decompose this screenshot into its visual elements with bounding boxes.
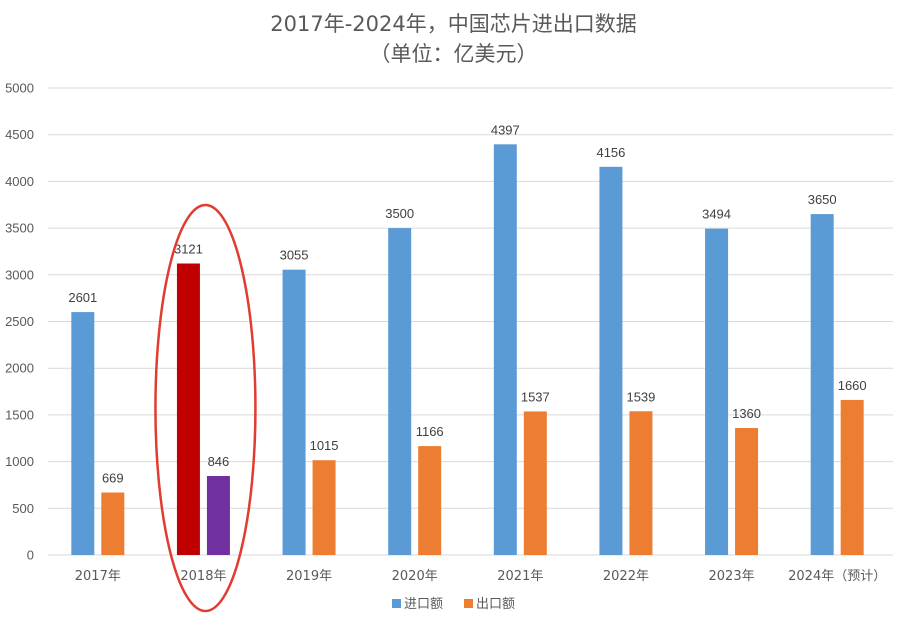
data-label-import: 4397 <box>491 122 520 137</box>
bar-export <box>206 475 230 555</box>
data-label-export: 1539 <box>626 389 655 404</box>
highlight-ellipse <box>154 203 257 613</box>
x-category-label: 2023年 <box>709 569 755 584</box>
y-tick-label: 4500 <box>5 127 34 142</box>
y-tick-label: 4000 <box>5 174 34 189</box>
bar-import <box>176 263 200 555</box>
x-category-label: 2022年 <box>603 569 649 584</box>
bar-export <box>312 460 336 555</box>
bar-import <box>599 166 623 556</box>
chart-subtitle: （单位：亿美元） <box>369 42 538 66</box>
y-tick-label: 1500 <box>5 407 34 422</box>
bar-export <box>101 492 125 555</box>
y-tick-label: 3500 <box>5 221 34 236</box>
y-tick-label: 3000 <box>5 267 34 282</box>
data-label-export: 846 <box>208 454 230 469</box>
bar-import <box>493 144 517 556</box>
bar-export <box>629 411 653 555</box>
x-category-label: 2024年（预计） <box>788 569 886 584</box>
x-category-label: 2020年 <box>392 569 438 584</box>
bar-import <box>282 269 306 555</box>
bar-export <box>840 399 864 555</box>
x-category-label: 2017年 <box>75 569 121 584</box>
data-label-export: 1537 <box>521 389 550 404</box>
data-label-export: 1360 <box>732 406 761 421</box>
y-tick-label: 500 <box>12 501 34 516</box>
legend-swatch-export <box>464 599 473 608</box>
data-label-export: 1166 <box>416 424 444 439</box>
bar-import <box>705 228 729 555</box>
legend-swatch-import <box>392 599 401 608</box>
data-label-import: 4156 <box>596 145 625 160</box>
y-tick-label: 1000 <box>5 454 34 469</box>
bar-export <box>735 427 759 555</box>
bar-import <box>388 228 412 555</box>
data-label-import: 3055 <box>280 248 309 263</box>
data-label-import: 3650 <box>808 192 837 207</box>
data-label-import: 3494 <box>702 207 731 222</box>
y-tick-label: 2500 <box>5 314 34 329</box>
x-category-label: 2019年 <box>286 569 332 584</box>
x-category-label: 2021年 <box>497 569 543 584</box>
bar-export <box>523 411 547 555</box>
data-label-export: 1660 <box>838 378 867 393</box>
data-label-export: 669 <box>102 471 124 486</box>
bar-import <box>810 214 834 555</box>
y-tick-label: 2000 <box>5 361 34 376</box>
y-tick-label: 0 <box>27 548 34 563</box>
legend-label-import: 进口额 <box>404 597 443 612</box>
data-label-import: 2601 <box>68 290 97 305</box>
bar-import <box>71 312 95 555</box>
bar-export <box>418 446 442 555</box>
x-category-label: 2018年 <box>180 569 226 584</box>
y-tick-label: 5000 <box>5 81 34 96</box>
data-label-import: 3500 <box>385 206 414 221</box>
legend-label-export: 出口额 <box>476 597 515 612</box>
data-label-export: 1015 <box>310 438 339 453</box>
chart-title: 2017年-2024年，中国芯片进出口数据 <box>270 12 637 36</box>
data-label-import: 3121 <box>174 241 203 256</box>
